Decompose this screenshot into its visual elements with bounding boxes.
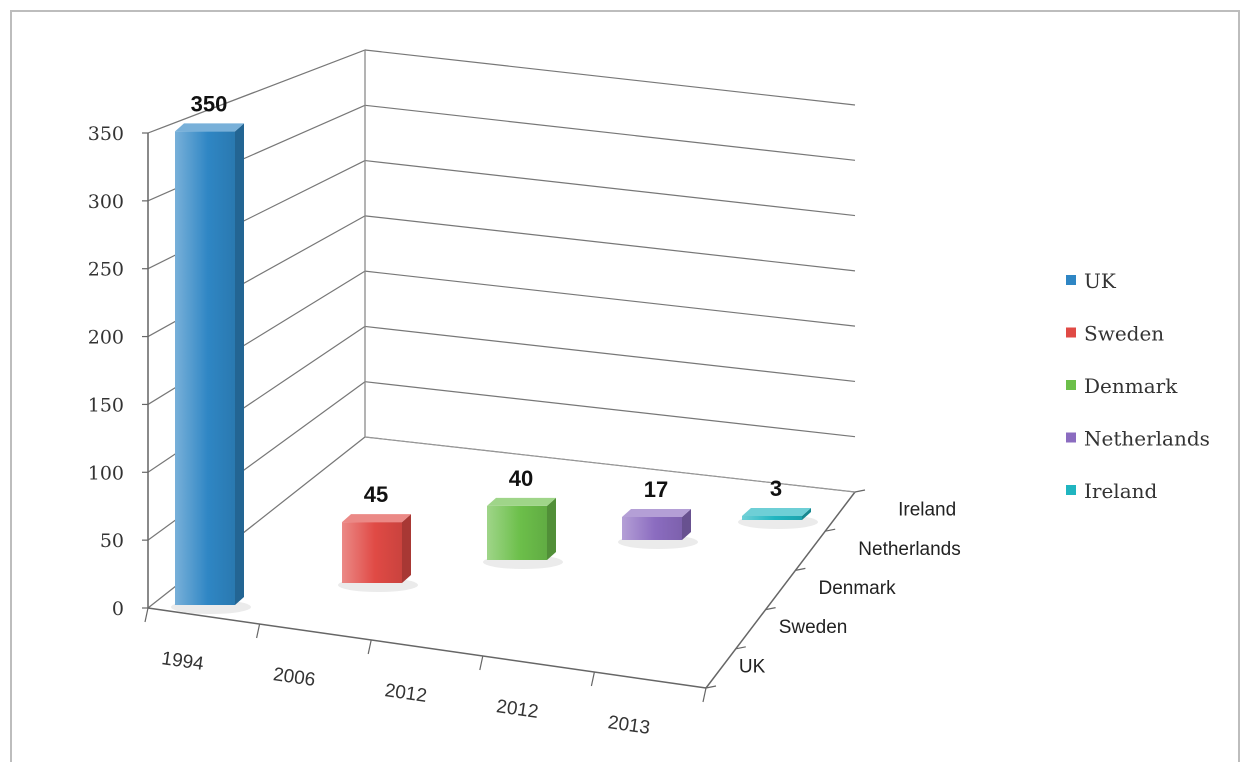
x-tick-mark xyxy=(144,607,149,623)
bar-uk xyxy=(171,123,251,614)
x-tick-mark xyxy=(590,671,595,687)
legend-label: Denmark xyxy=(1084,374,1178,398)
bar-top xyxy=(342,514,411,523)
bar-front xyxy=(487,505,547,560)
bar-sweden xyxy=(338,514,418,592)
legend-label: Netherlands xyxy=(1084,427,1210,451)
data-label: 45 xyxy=(364,482,388,507)
legend: UK Sweden Denmark Netherlands Ireland xyxy=(1066,269,1210,503)
bar-front xyxy=(622,516,682,540)
bar-side xyxy=(402,514,411,583)
bar-netherlands xyxy=(618,508,698,549)
legend-swatch xyxy=(1066,485,1076,495)
legend-label: Ireland xyxy=(1084,479,1157,503)
legend-swatch xyxy=(1066,327,1076,338)
bar-denmark xyxy=(483,497,563,569)
data-label: 3 xyxy=(770,476,782,501)
z-tick-mark xyxy=(854,489,866,493)
z-tick-label: UK xyxy=(739,656,766,677)
legend-swatch xyxy=(1066,432,1076,443)
bar-top xyxy=(175,123,244,132)
y-tick-label: 150 xyxy=(88,394,124,416)
legend-swatch xyxy=(1066,380,1076,390)
z-tick-mark xyxy=(765,607,776,611)
bar-side xyxy=(547,497,556,560)
bar-side xyxy=(682,508,691,540)
x-axis-line xyxy=(147,607,707,689)
bar-side xyxy=(235,123,244,606)
z-tick-label: Netherlands xyxy=(858,539,960,560)
legend-label: UK xyxy=(1084,269,1117,293)
gridline-back xyxy=(364,104,856,161)
data-label: 350 xyxy=(191,91,228,116)
x-tick-mark xyxy=(702,687,707,703)
bar-front xyxy=(175,131,235,606)
y-tick-label: 0 xyxy=(112,598,124,620)
y-tick-label: 350 xyxy=(88,123,124,145)
bar-top xyxy=(622,508,691,517)
bar-top xyxy=(487,497,556,506)
gridline-back xyxy=(364,381,856,438)
bar-ireland xyxy=(738,507,818,529)
x-tick-label: 2012 xyxy=(495,696,540,723)
bar-top xyxy=(742,507,811,516)
legend-label: Sweden xyxy=(1084,322,1164,346)
x-tick-mark xyxy=(256,623,261,639)
y-tick-label: 200 xyxy=(88,327,124,349)
z-tick-label: Sweden xyxy=(779,617,848,638)
gridline-side xyxy=(147,49,366,134)
gridline-back xyxy=(364,270,856,327)
y-tick-label: 50 xyxy=(100,530,124,552)
z-tick-mark xyxy=(795,567,806,571)
chart-frame xyxy=(10,10,1240,762)
x-tick-label: 2012 xyxy=(383,680,428,707)
x-tick-mark xyxy=(367,639,372,655)
data-label: 40 xyxy=(509,466,533,491)
z-tick-mark xyxy=(705,685,717,689)
gridline-back xyxy=(364,215,856,272)
data-label: 17 xyxy=(644,477,668,502)
gridline-back xyxy=(364,49,856,106)
bar-side xyxy=(802,507,811,520)
x-tick-label: 2013 xyxy=(607,712,652,739)
y-tick-label: 250 xyxy=(88,259,124,281)
axes: 0 50 100 150 200 250 300 350 1994 2006 2012 2012 201… xyxy=(88,50,961,739)
z-tick-label: Denmark xyxy=(819,578,897,599)
x-tick-label: 1994 xyxy=(160,648,205,675)
z-tick-label: Ireland xyxy=(898,500,956,521)
gridline-back xyxy=(364,325,856,383)
y-tick-label: 100 xyxy=(88,462,124,484)
z-axis-line xyxy=(705,491,856,689)
x-tick-mark xyxy=(479,655,484,671)
x-tick-label: 2006 xyxy=(272,664,317,691)
bar-front xyxy=(342,522,402,583)
legend-swatch xyxy=(1066,275,1076,285)
bar-front xyxy=(742,515,802,520)
data-labels: 350 45 40 17 3 xyxy=(191,91,782,507)
y-tick-label: 300 xyxy=(88,191,124,213)
z-tick-mark xyxy=(825,528,836,532)
z-tick-mark xyxy=(735,646,746,650)
floor-back-edge xyxy=(364,436,856,493)
gridline-back xyxy=(364,159,856,217)
bars xyxy=(171,123,818,614)
